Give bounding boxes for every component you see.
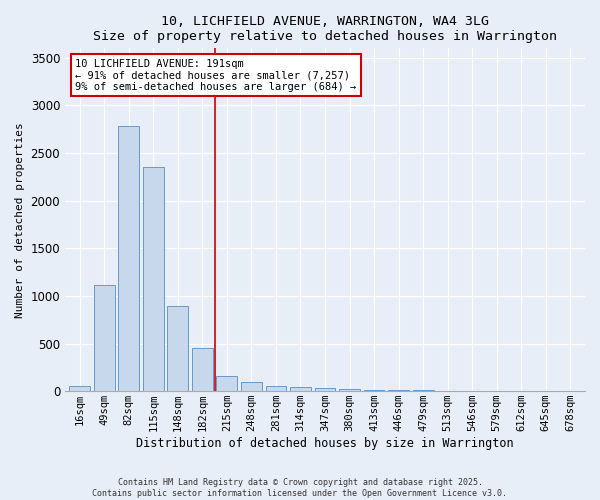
Bar <box>217 376 238 391</box>
Bar <box>290 388 311 391</box>
Title: 10, LICHFIELD AVENUE, WARRINGTON, WA4 3LG
Size of property relative to detached : 10, LICHFIELD AVENUE, WARRINGTON, WA4 3L… <box>93 15 557 43</box>
Bar <box>94 284 115 391</box>
Bar <box>118 126 139 391</box>
X-axis label: Distribution of detached houses by size in Warrington: Distribution of detached houses by size … <box>136 437 514 450</box>
Bar <box>314 388 335 391</box>
Y-axis label: Number of detached properties: Number of detached properties <box>15 122 25 318</box>
Bar <box>241 382 262 391</box>
Bar <box>266 386 286 391</box>
Bar <box>167 306 188 391</box>
Bar <box>143 168 164 391</box>
Bar <box>388 390 409 391</box>
Bar <box>192 348 213 391</box>
Text: Contains HM Land Registry data © Crown copyright and database right 2025.
Contai: Contains HM Land Registry data © Crown c… <box>92 478 508 498</box>
Bar <box>339 390 360 391</box>
Text: 10 LICHFIELD AVENUE: 191sqm
← 91% of detached houses are smaller (7,257)
9% of s: 10 LICHFIELD AVENUE: 191sqm ← 91% of det… <box>76 58 356 92</box>
Bar <box>364 390 385 391</box>
Bar <box>413 390 434 391</box>
Bar <box>70 386 90 391</box>
